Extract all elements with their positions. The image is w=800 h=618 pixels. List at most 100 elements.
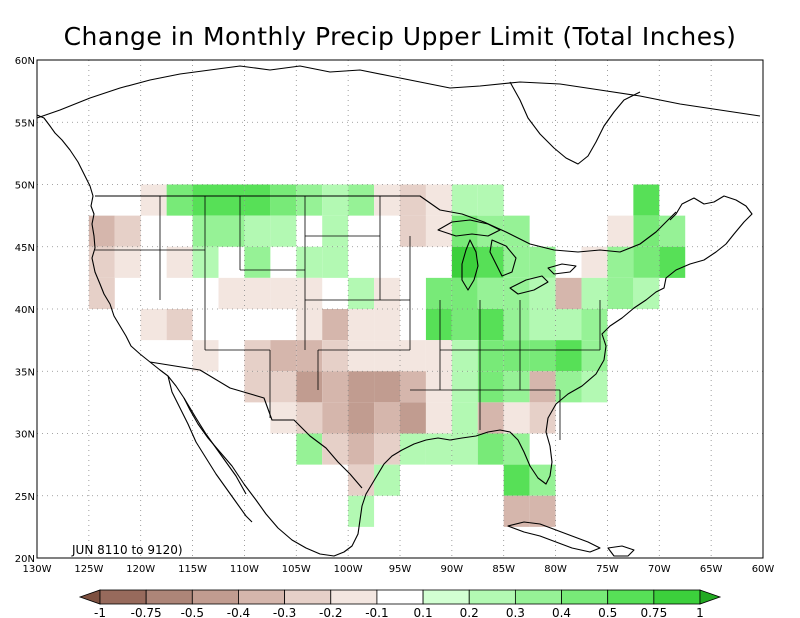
heatmap-cell xyxy=(400,402,426,434)
heatmap-cell xyxy=(477,340,504,372)
heatmap-cell xyxy=(425,340,452,372)
heatmap-cell xyxy=(296,246,323,278)
heatmap-cell xyxy=(503,246,530,278)
heatmap-cell xyxy=(425,215,452,247)
heatmap-cell xyxy=(555,309,582,341)
heatmap-cell xyxy=(555,371,582,403)
colorbar-box xyxy=(376,589,424,605)
colorbar-box xyxy=(514,589,562,605)
heatmap-cell xyxy=(451,340,478,372)
heatmap-cell xyxy=(503,464,530,496)
lon-tick-label: 75W xyxy=(596,564,619,575)
heatmap-cell xyxy=(322,309,349,341)
heatmap-cell xyxy=(400,340,426,372)
heatmap-cell xyxy=(477,215,504,247)
heatmap-cell xyxy=(322,433,349,465)
heatmap-cell xyxy=(244,184,271,216)
heatmap-cell xyxy=(374,309,400,341)
heatmap-cell xyxy=(503,371,530,403)
heatmap-cell xyxy=(581,309,608,341)
lon-tick-label: 100W xyxy=(334,564,363,575)
lon-tick-label: 60W xyxy=(752,564,775,575)
heatmap-cell xyxy=(581,246,608,278)
colorbar-box xyxy=(238,589,286,605)
heatmap-cell xyxy=(374,371,400,403)
north-america-coastline xyxy=(36,114,753,557)
lon-tick-label: 90W xyxy=(441,564,464,575)
heatmap-cell xyxy=(607,277,634,309)
heatmap-cell xyxy=(374,184,400,216)
heatmap-cell xyxy=(348,433,375,465)
heatmap-cell xyxy=(244,277,271,309)
heatmap-cell xyxy=(477,402,504,434)
lon-tick-label: 105W xyxy=(282,564,311,575)
colorbar-box xyxy=(99,589,147,605)
colorbar-labels: -1 -0.75 -0.5 -0.4 -0.3 -0.2 -0.1 0.1 0.2 0.3 0.4 0… xyxy=(94,606,704,618)
heatmap-cell xyxy=(114,215,141,247)
heatmap-cell xyxy=(322,246,349,278)
north-coast-canada xyxy=(36,65,761,119)
heatmap-cell xyxy=(451,371,478,403)
heatmap-cell xyxy=(140,184,167,216)
great-lake-erie xyxy=(509,275,549,295)
heatmap-cell xyxy=(348,402,375,434)
heatmap-cell xyxy=(192,215,219,247)
heatmap-cell xyxy=(374,340,400,372)
colorbar-box xyxy=(653,589,701,605)
heatmap-cell xyxy=(348,309,375,341)
colorbar-box xyxy=(284,589,332,605)
heatmap-cell xyxy=(322,184,349,216)
heatmap-cell xyxy=(166,246,193,278)
heatmap-cell xyxy=(529,277,556,309)
heatmap-cell xyxy=(244,215,271,247)
map-gridlines xyxy=(37,60,763,558)
heatmap-cell xyxy=(555,277,582,309)
lon-tick-label: 110W xyxy=(230,564,259,575)
heatmap-cell xyxy=(348,184,375,216)
colorbar-box xyxy=(422,589,470,605)
longitude-tick-labels: 130W 125W 120W 115W 110W 105W 100W 95W 90W 85W 80W… xyxy=(23,564,775,575)
cuba xyxy=(507,521,601,553)
heatmap-cell xyxy=(529,309,556,341)
colorbar-label: -0.4 xyxy=(227,606,250,618)
heatmap-cell xyxy=(322,402,349,434)
heatmap-cell xyxy=(140,309,167,341)
colorbar-box xyxy=(191,589,239,605)
heatmap-cell xyxy=(607,215,634,247)
heatmap-cell xyxy=(451,277,478,309)
lon-tick-label: 120W xyxy=(126,564,155,575)
heatmap-cell xyxy=(270,215,297,247)
lat-tick-label: 60N xyxy=(15,56,35,67)
heatmap-cell xyxy=(451,309,478,341)
heatmap-cells xyxy=(88,184,686,527)
lon-tick-label: 130W xyxy=(23,564,52,575)
heatmap-cell xyxy=(322,340,349,372)
heatmap-cell xyxy=(218,277,245,309)
lat-tick-label: 20N xyxy=(15,554,35,565)
colorbar-label: -0.2 xyxy=(319,606,342,618)
colorbar-label: 1 xyxy=(696,606,704,618)
great-lake-superior xyxy=(437,219,501,237)
heatmap-cell xyxy=(218,184,245,216)
lat-tick-label: 50N xyxy=(15,181,35,192)
heatmap-cell xyxy=(425,402,452,434)
heatmap-cell xyxy=(270,402,297,434)
colorbar-box xyxy=(561,589,609,605)
heatmap-cell xyxy=(451,402,478,434)
lon-tick-label: 85W xyxy=(492,564,515,575)
heatmap-cell xyxy=(400,215,426,247)
heatmap-cell xyxy=(477,246,504,278)
us-mexico-border xyxy=(149,361,363,489)
heatmap-cell xyxy=(192,184,219,216)
colorbar-label: -0.3 xyxy=(273,606,296,618)
lon-tick-label: 115W xyxy=(178,564,207,575)
heatmap-cell xyxy=(374,464,400,496)
colorbar-label: -0.75 xyxy=(131,606,162,618)
heatmap-cell xyxy=(529,464,556,496)
heatmap-cell xyxy=(270,371,297,403)
heatmap-cell xyxy=(296,184,323,216)
heatmap-cell xyxy=(529,340,556,372)
heatmap-cell xyxy=(581,340,608,372)
great-lake-huron xyxy=(489,239,517,277)
